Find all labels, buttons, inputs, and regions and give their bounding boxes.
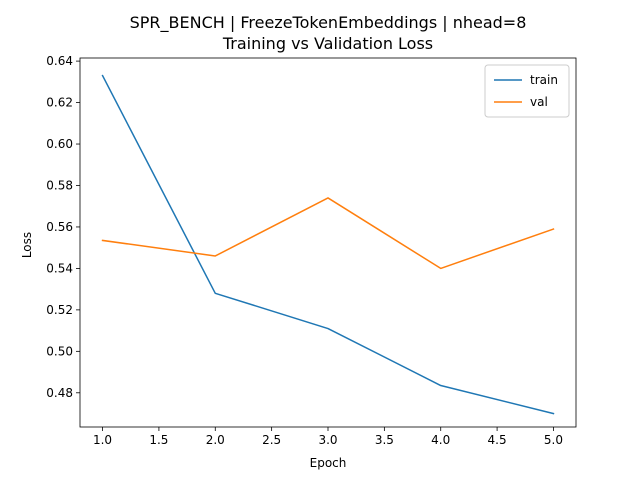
y-tick-label: 0.50: [46, 344, 73, 358]
legend-box: [484, 64, 570, 118]
x-tick-label: 1.5: [149, 433, 168, 447]
y-tick-label: 0.48: [46, 386, 73, 400]
legend: train val: [484, 64, 570, 118]
y-tick-label: 0.60: [46, 137, 73, 151]
x-axis-label: Epoch: [310, 456, 347, 470]
y-tick-label: 0.64: [46, 54, 73, 68]
x-axis: 1.0 1.5 2.0 2.5 3.0 3.5 4.0 4.5 5.0: [93, 427, 563, 447]
legend-label-train: train: [530, 73, 558, 87]
x-tick-label: 4.0: [431, 433, 450, 447]
x-tick-label: 3.5: [375, 433, 394, 447]
x-tick-label: 3.0: [318, 433, 337, 447]
x-tick-label: 4.5: [488, 433, 507, 447]
chart-subtitle: Training vs Validation Loss: [222, 34, 433, 53]
x-tick-label: 2.5: [262, 433, 281, 447]
y-axis-label: Loss: [20, 232, 34, 258]
y-tick-label: 0.58: [46, 178, 73, 192]
y-tick-label: 0.52: [46, 303, 73, 317]
y-axis: 0.48 0.50 0.52 0.54 0.56 0.58 0.60 0.62 0.64: [46, 54, 80, 400]
chart-title: SPR_BENCH | FreezeTokenEmbeddings | nhea…: [130, 13, 527, 33]
series-line-train: [101, 74, 555, 415]
series-line-val: [101, 197, 555, 270]
x-tick-label: 5.0: [544, 433, 563, 447]
y-tick-label: 0.54: [46, 261, 73, 275]
y-tick-label: 0.62: [46, 96, 73, 110]
x-tick-label: 2.0: [206, 433, 225, 447]
legend-label-val: val: [530, 95, 548, 109]
y-tick-label: 0.56: [46, 220, 73, 234]
series-lines: [101, 74, 555, 415]
x-tick-label: 1.0: [93, 433, 112, 447]
